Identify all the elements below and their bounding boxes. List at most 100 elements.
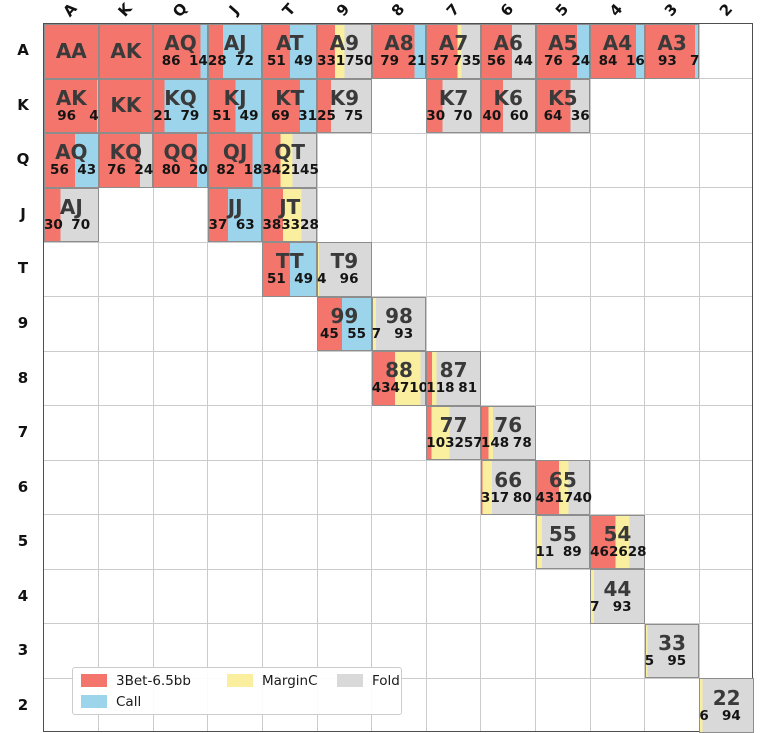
hand-cell-A8-A8: A8 79 21: [371, 24, 427, 79]
hand-cell-QT-QT: QT 34 21 45: [262, 133, 319, 188]
grid-line: [152, 24, 154, 731]
hand-cell-A6-A6: A6 56 44: [480, 24, 536, 79]
hand-label: 77: [439, 413, 468, 438]
grid-line: [261, 24, 263, 731]
hand-cell-QJ-QJ: QJ 82 18: [207, 133, 263, 188]
action-percentages: 43 17 40: [536, 489, 592, 506]
action-percentages: 4 96: [317, 272, 372, 287]
action-percentages: 43 47 10: [371, 380, 428, 397]
action-pct-threebet: 82: [216, 162, 236, 179]
action-pct-threebet: 30: [44, 216, 63, 233]
action-pct-threebet: 56: [50, 162, 69, 179]
action-pct-fold: 35: [462, 53, 481, 70]
hand-label: A9: [329, 31, 360, 56]
action-pct-threebet: 46: [590, 544, 609, 561]
legend-label-threebet: 3Bet-6.5bb: [116, 672, 191, 689]
range-grid: AA AK AQ 86 14 AJ 28 72 AT 51 49 A9 33 17 50 A8 79 21 A7 57…: [43, 23, 754, 733]
action-percentages: 3 17 80: [480, 489, 536, 506]
hand-label: 99: [330, 303, 359, 328]
hand-label: AT: [275, 31, 304, 56]
action-percentages: 76 24: [99, 162, 154, 179]
hand-label: A3: [657, 31, 687, 56]
action-percentages: 7 93: [371, 325, 427, 342]
action-percentages: 51 49: [262, 272, 317, 287]
action-pct-fold: 75: [344, 107, 364, 124]
action-pct-threebet: 51: [212, 107, 232, 124]
y-tick-label-T: T: [17, 259, 29, 278]
legend-item-fold: Fold: [337, 673, 407, 689]
action-pct-threebet: 64: [543, 107, 563, 124]
hand-label: 87: [439, 358, 468, 383]
hand-cell-K9-K9: K9 25 75: [317, 78, 372, 134]
grid-line: [698, 24, 700, 731]
y-tick-label-Q: Q: [16, 150, 30, 169]
hand-cell-JT-JT: JT 38 33 28: [262, 187, 319, 243]
hand-label: T9: [330, 249, 359, 274]
action-pct-fold: 94: [721, 707, 741, 724]
action-percentages: 34 21 45: [262, 163, 318, 178]
hand-cell-TT-TT: TT 51 49: [262, 242, 318, 297]
y-tick-label-A: A: [17, 41, 29, 60]
grid-line: [44, 241, 752, 243]
hand-label: 22: [712, 685, 741, 710]
y-tick-label-8: 8: [17, 368, 29, 387]
x-tick-label-3: 3: [660, 0, 682, 20]
action-pct-marginc: 7: [371, 325, 382, 342]
hand-label: A6: [493, 31, 523, 56]
hand-label: AK: [110, 38, 142, 63]
hand-cell-22-22: 22 6 94: [699, 678, 754, 733]
action-percentages: 69 31: [262, 107, 317, 124]
action-pct-fold: 93: [612, 598, 632, 615]
hand-label: KK: [110, 93, 142, 118]
hand-label: KJ: [223, 85, 247, 110]
y-tick-label-J: J: [20, 204, 26, 223]
x-tick-label-A: A: [59, 0, 81, 21]
action-pct-fold: 50: [354, 53, 374, 70]
action-pct-call: 63: [235, 216, 255, 233]
action-pct-threebet: 30: [426, 107, 446, 124]
action-pct-threebet: 11: [426, 380, 446, 397]
hand-cell-33-33: 33 5 95: [644, 623, 700, 679]
hand-label: K9: [329, 85, 360, 110]
hand-label: 98: [385, 303, 413, 328]
hand-label: AJ: [223, 31, 247, 56]
hand-label: AK: [55, 85, 87, 110]
action-pct-call: 14: [189, 53, 208, 70]
action-pct-marginc: 17: [554, 489, 574, 506]
hand-label: K5: [548, 85, 578, 110]
action-pct-threebet: 43: [371, 380, 391, 397]
x-tick-label-9: 9: [333, 0, 354, 20]
grid-line: [480, 24, 482, 731]
action-pct-call: 20: [189, 162, 208, 179]
legend-item-marginc: MarginC: [227, 673, 337, 689]
action-pct-fold: 80: [512, 489, 532, 506]
action-pct-threebet: 33: [317, 53, 336, 70]
x-tick-label-K: K: [114, 0, 136, 21]
hand-cell-99-99: 99 45 55: [317, 296, 372, 352]
action-pct-call: 18: [243, 162, 263, 179]
action-pct-threebet: 3: [480, 489, 491, 506]
action-percentages: 21 79: [153, 108, 208, 124]
grid-line: [44, 405, 752, 407]
action-pct-threebet: 93: [657, 53, 677, 70]
action-pct-marginc: 6: [699, 707, 709, 724]
action-pct-marginc: 5: [644, 653, 655, 670]
action-pct-threebet: 84: [598, 53, 618, 70]
action-pct-fold: 24: [134, 162, 154, 179]
action-pct-threebet: 76: [107, 162, 126, 179]
action-pct-threebet: 69: [270, 107, 290, 124]
legend-swatch-fold: [337, 674, 363, 687]
x-tick-label-4: 4: [606, 0, 627, 20]
grid-line: [98, 24, 100, 731]
grid-line: [44, 187, 752, 189]
legend: 3Bet-6.5bb Call MarginC Fold: [72, 667, 402, 715]
grid-line: [44, 514, 752, 516]
hand-cell-54-54: 54 46 26 28: [590, 514, 647, 570]
action-pct-threebet: 37: [208, 216, 228, 233]
action-pct-fold: 95: [667, 653, 687, 670]
x-tick-label-7: 7: [442, 0, 463, 20]
hand-cell-KT-KT: KT 69 31: [262, 78, 318, 134]
hand-cell-55-55: 55 11 89: [535, 514, 591, 570]
x-tick-label-J: J: [225, 1, 243, 19]
hand-label: A7: [438, 31, 469, 56]
